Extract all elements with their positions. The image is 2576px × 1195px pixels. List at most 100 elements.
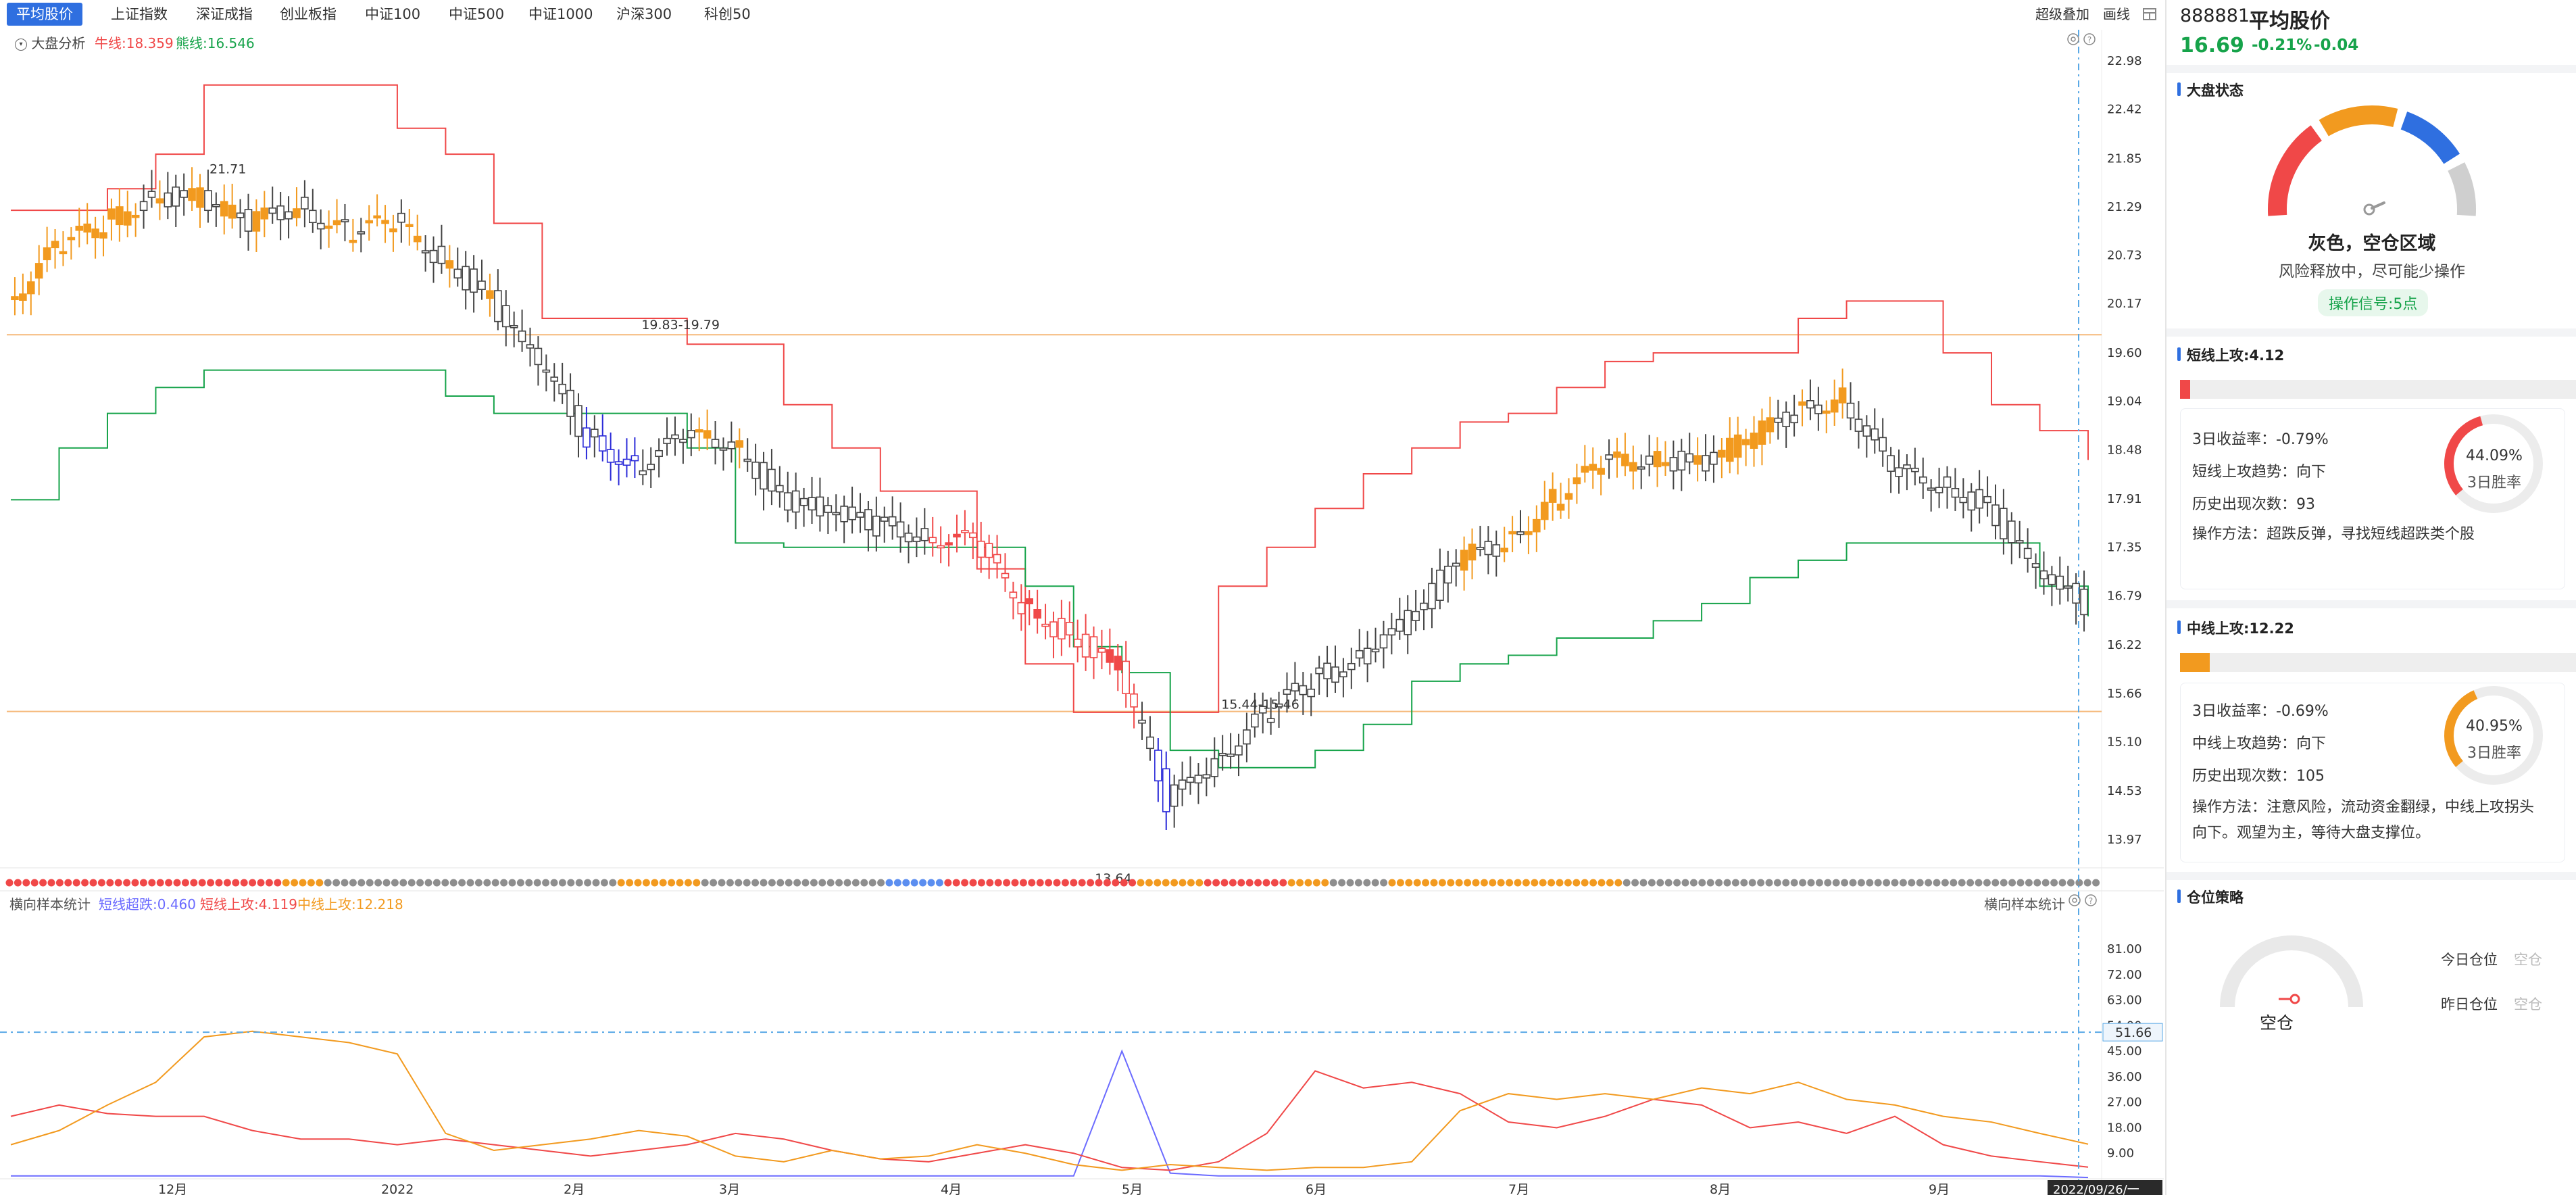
signal-dot [55,879,64,887]
signal-dot [491,879,499,887]
candle [1975,489,1983,509]
tab-zz1000[interactable]: 中证1000 [528,6,593,22]
signal-dot [550,879,558,887]
collapse-circle-icon[interactable]: ▾ [15,38,27,51]
candle [655,449,663,458]
signal-dot [316,879,324,887]
help-icon[interactable]: ? [2083,32,2096,49]
signal-dot [1908,879,1916,887]
signal-dot [1262,879,1270,887]
sub-axis-label: 63.00 [2107,994,2142,1008]
candle [1943,476,1952,488]
x-axis-label: 2022 [381,1182,414,1195]
x-axis-label: 4月 [941,1182,962,1195]
signal-dot [39,879,47,887]
candle [1468,543,1477,561]
tab-zz500[interactable]: 中证500 [449,6,505,22]
price-axis-label: 19.04 [2107,395,2142,409]
candle [768,468,776,492]
sub-help-icon[interactable]: ? [2084,894,2098,910]
candle [598,435,607,452]
signal-dot [1338,879,1346,887]
price-axis-label: 20.17 [2107,297,2142,311]
sample-stat-right-title: 横向样本统计 [1984,896,2065,912]
signal-dot [1422,879,1430,887]
candle [2064,585,2073,589]
tab-cyb-index[interactable]: 创业板指 [280,6,337,22]
candle [550,376,559,382]
signal-dot [743,879,751,887]
candle [244,209,253,232]
signal-dot [1514,879,1522,887]
sub-series-line [10,1030,2089,1171]
candle [147,191,156,198]
candle [687,430,695,439]
draw-line-button[interactable]: 画线 [2103,6,2130,22]
candle [1637,466,1645,470]
candle [11,296,19,301]
candle [1266,718,1275,723]
tab-avg-price[interactable]: 平均股价 [7,3,82,26]
price-axis-label: 22.42 [2107,103,2142,117]
candle [937,545,945,549]
signal-dot [156,879,164,887]
signal-dot [1430,879,1438,887]
candle [840,506,848,522]
signal-dot [139,879,147,887]
candle [1887,455,1895,472]
candle [268,208,277,214]
tab-hs300[interactable]: 沪深300 [616,6,672,22]
signal-dot [215,879,223,887]
tab-sz-index[interactable]: 深证成指 [196,6,253,22]
sub-settings-icon[interactable] [2068,894,2081,910]
chart-panel[interactable]: 22.98 22.42 21.85 21.29 20.73 20.17 19.60 19.04… [0,30,2164,1195]
settings-icon[interactable] [2066,32,2080,49]
mid-attack-fill [2180,653,2210,672]
candle [1677,450,1686,471]
candle [1081,633,1090,658]
tab-kc50[interactable]: 科创50 [704,6,751,22]
signal-dot [1606,879,1614,887]
signal-dot [2025,879,2033,887]
signal-dot [1916,879,1924,887]
candle [1379,634,1388,649]
overlay-button[interactable]: 超级叠加 [2035,6,2089,22]
signal-dot [1950,879,1958,887]
divider [2166,65,2576,73]
signal-dot [676,879,684,887]
signal-dot [341,879,349,887]
candle [1162,768,1170,812]
signal-dot [466,879,474,887]
signal-dot [1656,879,1664,887]
candle [341,219,349,222]
candle [622,458,631,466]
market-analysis-legend[interactable]: ▾ 大盘分析 [15,32,85,52]
candle [445,260,454,269]
candle [1516,531,1525,535]
candle [1412,610,1420,621]
signal-dot [173,879,181,887]
signal-dot [592,879,600,887]
sub-axis-label: 36.00 [2107,1070,2142,1084]
signal-dot [2033,879,2041,887]
divider [2166,600,2576,608]
candle [397,212,405,223]
signal-dot [1539,879,1547,887]
candle [2048,574,2056,585]
candle [816,496,824,517]
layout-icon[interactable] [2142,5,2157,28]
kline-chart[interactable]: 22.98 22.42 21.85 21.29 20.73 20.17 19.60 19.04… [0,30,2164,1195]
signal-dot [291,879,299,887]
signal-dot [1162,879,1170,887]
signal-dot [961,879,969,887]
candle [2072,583,2080,604]
candle [437,245,446,264]
candle [743,458,751,462]
candle [735,440,744,448]
candle [155,198,164,204]
tab-sh-index[interactable]: 上证指数 [111,6,168,22]
candle [1983,495,1991,504]
tab-zz100[interactable]: 中证100 [365,6,421,22]
mid-attack-bar [2180,653,2576,672]
signal-dot [1003,879,1011,887]
